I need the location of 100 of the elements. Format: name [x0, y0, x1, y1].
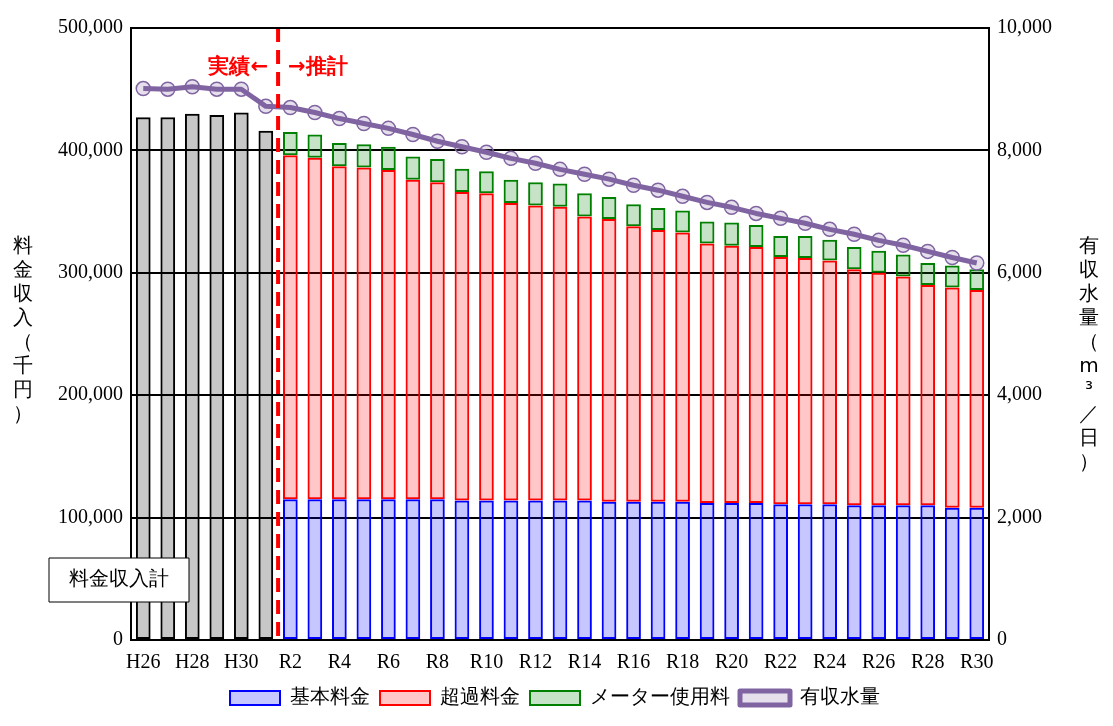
bar [332, 166, 347, 500]
point [233, 81, 250, 97]
bar [920, 285, 936, 506]
legend-label: 有収水量 [800, 684, 880, 709]
point [968, 255, 985, 271]
bar [454, 168, 470, 193]
bar [356, 499, 372, 639]
point [184, 79, 201, 95]
bar [528, 182, 543, 206]
point [699, 194, 715, 211]
bar [822, 260, 838, 505]
x-tick-label: R28 [911, 650, 945, 673]
bar [356, 144, 372, 168]
bar [895, 276, 911, 506]
bar [503, 500, 519, 639]
x-tick-label: R18 [665, 650, 700, 673]
bar [479, 500, 494, 639]
point [503, 150, 519, 167]
bar [895, 254, 911, 277]
series-label: 料金収入計 [69, 566, 169, 591]
bar [282, 132, 298, 156]
bar [846, 505, 862, 639]
bar [577, 216, 592, 501]
legend-label: 超過料金 [440, 684, 520, 709]
x-tick-label: R12 [518, 650, 553, 673]
bar [577, 500, 592, 639]
x-tick-label: R22 [763, 650, 798, 673]
bar [699, 502, 715, 639]
point [478, 144, 495, 160]
point [405, 126, 421, 143]
y2-tick-label: 2,000 [997, 504, 1042, 527]
bar [822, 504, 838, 639]
point [895, 237, 911, 254]
x-tick-label: R4 [327, 650, 352, 673]
bar [552, 500, 568, 639]
bar [969, 507, 985, 639]
y2-tick-label: 6,000 [997, 260, 1042, 283]
bar [650, 207, 666, 230]
bar [479, 171, 494, 194]
bar [724, 245, 739, 503]
bar [773, 256, 788, 505]
bar [944, 265, 960, 288]
bar [846, 269, 862, 506]
bar [552, 183, 568, 207]
bar [356, 167, 372, 500]
y2-tick-label: 8,000 [997, 137, 1042, 160]
bar [797, 504, 813, 639]
point [576, 166, 593, 183]
bar [822, 239, 838, 261]
point [331, 110, 348, 127]
bar [895, 505, 911, 639]
bar [797, 258, 813, 505]
x-tick-label: R6 [376, 650, 401, 673]
point [307, 104, 323, 121]
point [650, 182, 666, 198]
bar [797, 236, 813, 259]
x-tick-label: R14 [567, 650, 602, 673]
x-tick-label: R10 [469, 650, 504, 673]
point [846, 226, 862, 242]
bar [332, 143, 347, 167]
bar [503, 203, 519, 501]
point [797, 215, 813, 231]
bar [307, 499, 323, 639]
bar [430, 158, 445, 183]
point [160, 81, 176, 97]
point [380, 120, 397, 137]
x-tick-label: R20 [714, 650, 749, 673]
bar [773, 504, 788, 639]
point [723, 199, 740, 216]
bar [601, 501, 617, 639]
y-tick-label: 0 [113, 627, 123, 650]
bar [405, 156, 421, 180]
bar [405, 179, 421, 500]
bar [381, 146, 396, 170]
bar [748, 247, 764, 503]
point [258, 98, 274, 115]
y2-tick-label: 4,000 [997, 382, 1042, 405]
y-axis-title: 料金収入（千円） [12, 233, 34, 425]
bar [381, 499, 396, 639]
point [209, 81, 225, 97]
bar [601, 218, 617, 502]
point [821, 221, 838, 238]
bar [552, 206, 568, 501]
bar [381, 169, 396, 500]
bar [503, 179, 519, 204]
point [454, 138, 470, 155]
bar [626, 226, 641, 502]
bar [454, 192, 470, 501]
bar [699, 243, 715, 503]
x-tick-label: R2 [278, 650, 303, 673]
bar [969, 269, 985, 290]
bar [969, 289, 985, 508]
bar [626, 204, 641, 227]
x-tick-label: R24 [812, 650, 847, 673]
bar [405, 499, 421, 639]
x-tick-label: R30 [960, 650, 994, 673]
point [625, 177, 642, 194]
legend-label: メーター使用料 [590, 684, 730, 709]
bar [528, 500, 543, 639]
bar [307, 157, 323, 500]
